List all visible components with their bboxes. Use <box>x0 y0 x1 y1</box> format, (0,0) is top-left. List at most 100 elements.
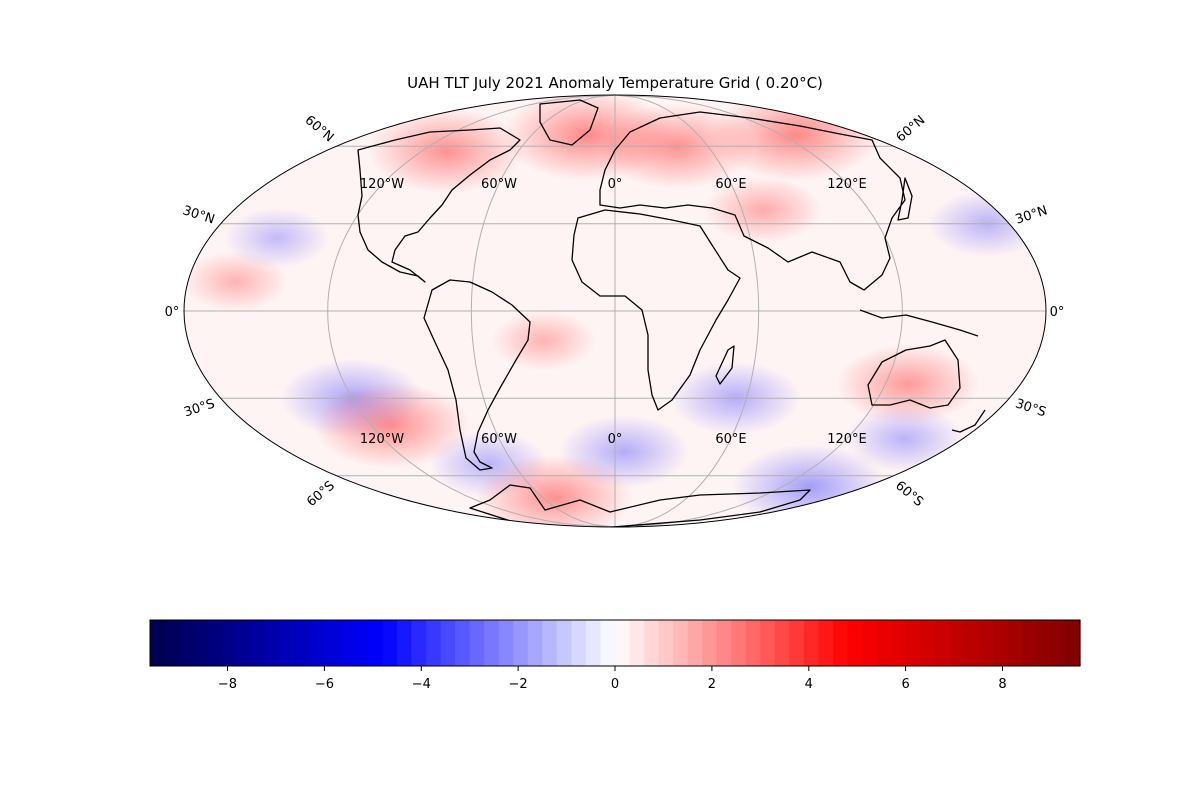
colorbar-cell <box>774 620 790 666</box>
colorbar-cell <box>266 620 282 666</box>
warm-anomaly-region <box>313 382 471 469</box>
colorbar-cell <box>251 620 267 666</box>
colorbar-cell <box>556 620 573 666</box>
lat-label-right: 60°N <box>894 113 929 146</box>
lon-label-north: 120°W <box>360 177 404 192</box>
colorbar-cell <box>600 620 616 666</box>
colorbar-cell <box>498 620 514 666</box>
lon-label-south: 120°E <box>827 432 867 447</box>
lon-label-south: 60°W <box>481 432 517 447</box>
colorbar-ticks: −8 −6 −4 −2 0 2 4 6 8 <box>218 666 1007 692</box>
lat-label-right: 60°S <box>892 478 926 510</box>
lat-label-right: 0° <box>1050 305 1065 320</box>
colorbar-cell <box>702 620 718 666</box>
colorbar-tick-label: −6 <box>315 677 334 692</box>
colorbar-tick-label: 8 <box>998 677 1006 692</box>
eurasia-coast <box>599 111 906 291</box>
antarctica-coast <box>469 484 811 527</box>
colorbar-cell <box>818 620 834 666</box>
colorbar-cell <box>440 620 456 666</box>
colorbar-cell <box>949 620 965 666</box>
colorbar-cell <box>193 620 209 666</box>
africa-coast <box>571 209 741 411</box>
longitude-labels-south: 120°W 60°W 0° 60°E 120°E <box>360 432 867 447</box>
lat-label-left: 60°S <box>304 478 338 510</box>
colorbar-cell <box>426 620 442 666</box>
colorbar-cell <box>513 620 529 666</box>
colorbar-cell <box>179 620 195 666</box>
warm-anomaly-region <box>184 251 289 312</box>
colorbar-cell <box>1050 620 1067 666</box>
colorbar-cell <box>615 620 631 666</box>
colorbar: −8 −6 −4 −2 0 2 4 6 8 <box>149 619 1081 692</box>
lat-label-right: 30°N <box>1014 203 1050 227</box>
colorbar-cell <box>862 620 878 666</box>
north-america-coast <box>357 127 521 283</box>
lat-label-left: 60°N <box>302 113 337 146</box>
map-globe <box>183 94 1047 528</box>
colorbar-cell <box>760 620 776 666</box>
coastlines <box>357 99 986 527</box>
colorbar-cell <box>353 620 369 666</box>
colorbar-cell <box>905 620 921 666</box>
colorbar-tick-label: 4 <box>805 677 813 692</box>
lon-label-south: 60°E <box>715 432 746 447</box>
south-america-coast <box>423 279 531 471</box>
meridian-line <box>470 95 616 527</box>
colorbar-cell <box>397 620 413 666</box>
colorbar-cell <box>585 620 602 666</box>
graticule <box>184 95 1046 527</box>
colorbar-tick-label: 0 <box>611 677 619 692</box>
colorbar-tick-label: 6 <box>901 677 909 692</box>
colorbar-cell <box>1065 620 1081 666</box>
colorbar-cell <box>716 620 732 666</box>
colorbar-tick-label: −4 <box>412 677 431 692</box>
colorbar-cell <box>484 620 500 666</box>
colorbar-cell <box>309 620 325 666</box>
lat-label-right: 30°S <box>1013 396 1047 420</box>
colorbar-cell <box>891 620 907 666</box>
australia-coast <box>867 339 961 409</box>
colorbar-cell <box>687 620 703 666</box>
lon-label-south: 0° <box>608 432 623 447</box>
colorbar-cell <box>280 620 296 666</box>
colorbar-cell <box>978 620 994 666</box>
colorbar-cell <box>295 620 311 666</box>
map-border <box>183 94 1047 528</box>
lon-label-north: 60°E <box>715 177 746 192</box>
madagascar-coast <box>715 345 735 385</box>
colorbar-cell <box>1021 620 1038 666</box>
colorbar-cell <box>208 620 224 666</box>
colorbar-cell <box>803 620 820 666</box>
map-title: UAH TLT July 2021 Anomaly Temperature Gr… <box>407 74 823 92</box>
colorbar-cell <box>1007 620 1023 666</box>
cold-anomaly-region <box>845 405 964 473</box>
colorbar-cell <box>876 620 892 666</box>
colorbar-cell <box>731 620 747 666</box>
colorbar-cell <box>527 620 543 666</box>
colorbar-cells <box>150 620 1081 666</box>
warm-anomaly-region <box>710 95 881 182</box>
warm-anomaly-region <box>490 310 597 371</box>
colorbar-cell <box>629 620 645 666</box>
lat-label-left: 30°N <box>181 203 217 227</box>
lat-label-left: 0° <box>165 305 180 320</box>
colorbar-tick-label: 2 <box>708 677 716 692</box>
colorbar-cell <box>920 620 936 666</box>
warm-anomaly-region <box>703 176 823 244</box>
lon-label-south: 120°W <box>360 432 404 447</box>
colorbar-cell <box>658 620 674 666</box>
colorbar-cell <box>222 620 238 666</box>
colorbar-cell <box>164 620 180 666</box>
new-zealand-coast <box>951 409 986 433</box>
colorbar-cell <box>963 620 979 666</box>
colorbar-cell <box>382 620 398 666</box>
colorbar-cell <box>324 620 340 666</box>
meridian-line <box>614 95 760 527</box>
colorbar-cell <box>367 620 384 666</box>
colorbar-cell <box>673 620 689 666</box>
lon-label-north: 0° <box>608 177 623 192</box>
colorbar-cell <box>542 620 558 666</box>
colorbar-cell <box>644 620 660 666</box>
